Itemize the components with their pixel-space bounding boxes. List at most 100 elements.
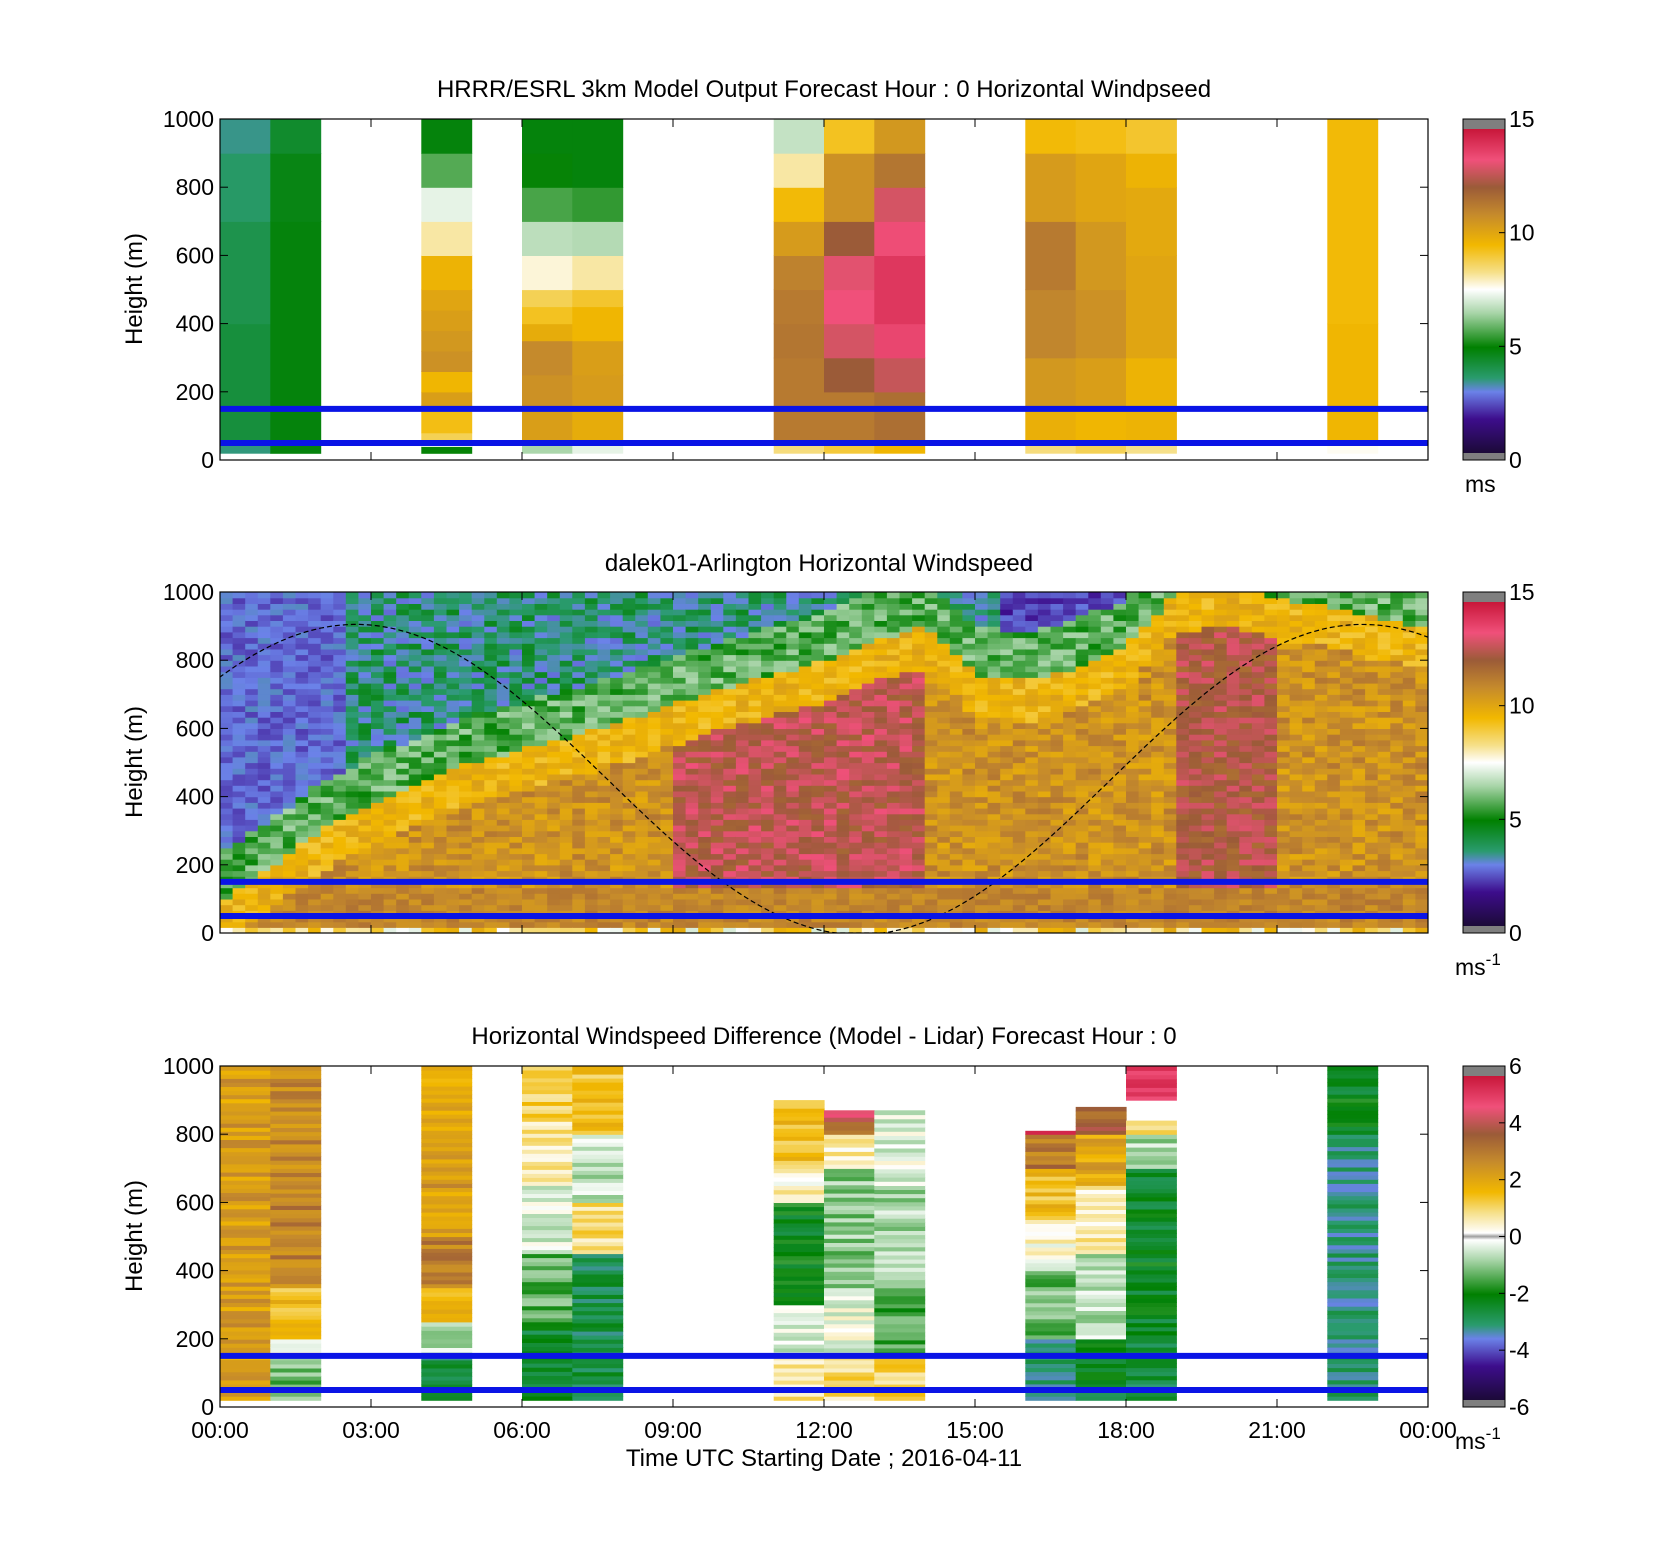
heatmap-cell <box>496 643 510 650</box>
heatmap-cell <box>308 722 322 729</box>
heatmap-cell <box>345 813 359 820</box>
heatmap-cell <box>886 887 901 894</box>
heatmap-cell <box>257 626 271 633</box>
heatmap-cell <box>383 643 397 650</box>
heatmap-cell <box>1163 614 1177 621</box>
heatmap-cell <box>421 688 435 695</box>
heatmap-cell <box>1050 734 1064 741</box>
heatmap-cell <box>257 745 271 752</box>
heatmap-cell <box>1176 881 1190 889</box>
heatmap-cell <box>421 660 435 667</box>
heatmap-cell <box>282 859 297 866</box>
heatmap-cell <box>534 603 548 610</box>
heatmap-cell <box>647 643 661 650</box>
heatmap-cell <box>912 853 926 860</box>
heatmap-cell <box>1050 853 1064 860</box>
heatmap-cell <box>257 751 271 758</box>
heatmap-cell <box>572 830 586 837</box>
heatmap-cell <box>308 717 322 724</box>
heatmap-cell <box>635 796 649 803</box>
heatmap-cell <box>358 881 372 889</box>
heatmap-cell <box>1113 881 1127 889</box>
heatmap-cell <box>446 597 460 604</box>
heatmap-cell <box>949 813 963 820</box>
heatmap-cell <box>1214 904 1228 911</box>
heatmap-cell <box>899 842 913 849</box>
heatmap-cell <box>673 870 687 877</box>
heatmap-cell <box>547 842 561 849</box>
heatmap-cell <box>257 859 271 866</box>
heatmap-cell <box>270 654 284 661</box>
heatmap-cell <box>433 643 448 650</box>
heatmap-cell <box>673 751 687 758</box>
heatmap-cell <box>1025 717 1039 724</box>
heatmap-cell <box>421 796 435 803</box>
heatmap-cell <box>1151 921 1165 928</box>
heatmap-cell <box>924 927 938 933</box>
heatmap-cell <box>333 785 347 792</box>
heatmap-cell <box>220 631 234 639</box>
heatmap-cell <box>1037 700 1052 707</box>
heatmap-cell <box>698 734 712 741</box>
heatmap-cell <box>610 813 624 820</box>
heatmap-cell <box>874 847 888 855</box>
heatmap-cell <box>660 756 674 764</box>
heatmap-cell <box>471 682 485 690</box>
heatmap-cell <box>748 796 762 803</box>
heatmap-cell <box>1163 785 1177 792</box>
heatmap-cell <box>886 648 901 656</box>
heatmap-cell <box>1188 904 1203 911</box>
heatmap-cell <box>849 796 863 803</box>
heatmap-cell <box>924 682 938 690</box>
heatmap-cell <box>899 819 913 826</box>
heatmap-cell <box>849 808 863 815</box>
heatmap-cell <box>861 904 875 911</box>
heatmap-cell <box>1126 711 1140 718</box>
heatmap-cell <box>798 813 812 820</box>
heatmap-cell <box>660 813 674 820</box>
heatmap-cell <box>673 756 687 764</box>
heatmap-cell <box>673 916 687 923</box>
heatmap-cell <box>610 830 624 837</box>
heatmap-cell <box>421 597 435 604</box>
heatmap-cell <box>673 631 687 639</box>
heatmap-cell <box>962 825 976 832</box>
heatmap-cell <box>1025 853 1039 860</box>
heatmap-cell <box>1025 631 1039 639</box>
heatmap-cell <box>484 887 498 894</box>
heatmap-cell <box>421 785 435 792</box>
heatmap-cell <box>698 609 712 616</box>
heatmap-cell <box>836 660 850 667</box>
heatmap-cell <box>1075 665 1089 673</box>
heatmap-cell <box>308 830 322 837</box>
heatmap-cell <box>282 654 297 661</box>
heatmap-cell <box>1088 677 1102 684</box>
heatmap-cell <box>1037 717 1052 724</box>
heatmap-cell <box>824 762 838 769</box>
heatmap-cell <box>282 836 297 843</box>
heatmap-cell <box>962 654 976 661</box>
heatmap-cell <box>1113 887 1127 894</box>
heatmap-cell <box>408 660 422 667</box>
heatmap-cell <box>836 637 850 644</box>
heatmap-cell <box>798 677 812 684</box>
heatmap-cell <box>673 830 687 837</box>
heatmap-cell <box>824 597 838 604</box>
heatmap-cell <box>874 790 888 798</box>
heatmap-cell <box>459 620 473 627</box>
heatmap-cell <box>358 722 372 729</box>
heatmap-cell <box>1176 745 1190 752</box>
heatmap-cell <box>723 870 737 877</box>
heatmap-cell <box>962 802 976 809</box>
heatmap-cell <box>320 847 334 855</box>
heatmap-cell <box>270 870 284 877</box>
heatmap-cell <box>534 842 548 849</box>
heatmap-cell <box>962 813 976 820</box>
heatmap-cell <box>383 813 397 820</box>
heatmap-cell <box>1126 620 1140 627</box>
heatmap-cell <box>836 864 850 872</box>
heatmap-cell <box>597 677 611 684</box>
heatmap-cell <box>824 711 838 718</box>
heatmap-cell <box>547 654 561 661</box>
